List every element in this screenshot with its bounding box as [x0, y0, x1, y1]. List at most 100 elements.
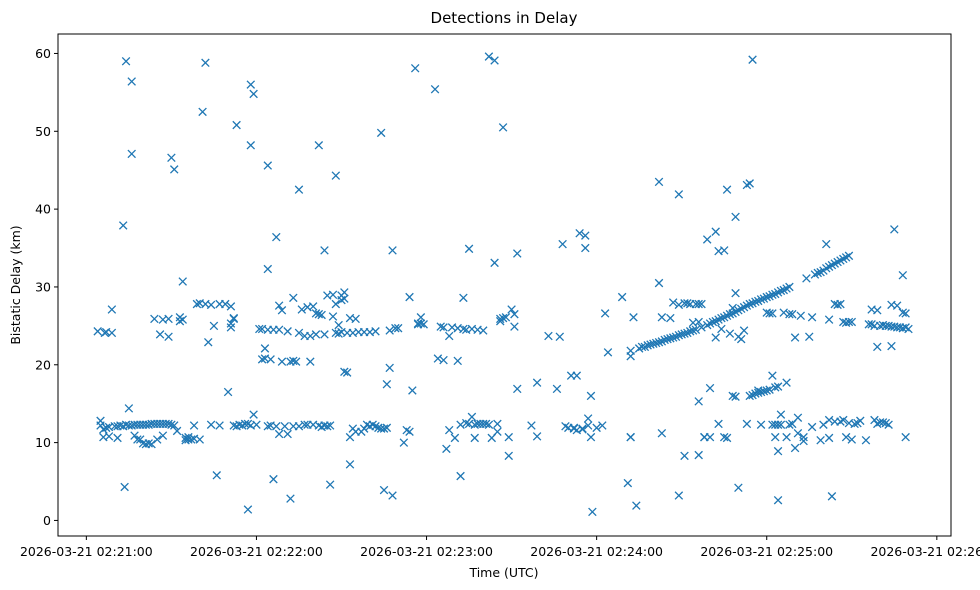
data-point [861, 436, 871, 445]
data-point [779, 308, 788, 317]
data-point [745, 391, 754, 401]
data-point [459, 293, 468, 303]
data-point [651, 338, 661, 348]
data-point [663, 334, 672, 344]
data-point [433, 354, 443, 363]
data-point [770, 383, 780, 392]
data-point [101, 423, 111, 433]
data-point [892, 301, 902, 310]
data-point [586, 432, 596, 442]
data-point [768, 309, 777, 318]
data-point [717, 324, 726, 334]
data-point [527, 421, 536, 430]
data-point [277, 357, 287, 366]
data-point [164, 314, 173, 324]
data-point [286, 494, 295, 503]
data-point [345, 460, 355, 469]
data-point [470, 433, 479, 443]
data-point [382, 423, 392, 433]
data-point [674, 300, 684, 310]
data-point [864, 320, 874, 329]
data-point [702, 235, 712, 244]
data-point [311, 330, 321, 339]
data-point [501, 313, 511, 322]
data-point [776, 410, 786, 419]
data-point [844, 251, 854, 261]
data-point [107, 328, 117, 338]
data-point [504, 451, 514, 461]
data-point [847, 435, 857, 444]
data-point [643, 341, 652, 350]
data-point [416, 313, 426, 322]
data-point [107, 305, 117, 314]
data-point [824, 415, 834, 425]
data-point [870, 415, 879, 425]
data-point [391, 323, 400, 333]
data-point [719, 246, 729, 255]
data-point [558, 239, 567, 249]
data-point [657, 313, 667, 322]
data-point [464, 244, 474, 254]
data-point [498, 313, 508, 323]
data-point [215, 421, 224, 430]
data-point [359, 424, 369, 433]
data-point [824, 433, 834, 443]
data-point [773, 446, 783, 456]
data-point [714, 419, 723, 429]
data-point [274, 429, 284, 439]
data-point [787, 309, 797, 319]
data-point [294, 328, 304, 338]
y-tick-label: 0 [43, 513, 51, 528]
data-point [272, 422, 281, 431]
data-point [765, 309, 774, 318]
data-point [691, 325, 701, 335]
data-point [229, 313, 239, 323]
data-point [844, 317, 854, 327]
x-tick-label: 2026-03-21 02:24:00 [530, 544, 663, 559]
data-point [873, 342, 882, 352]
data-point [532, 432, 542, 441]
data-point [773, 495, 783, 505]
data-point [728, 391, 737, 401]
data-point [668, 333, 678, 342]
data-point [314, 141, 324, 150]
data-point [731, 212, 740, 222]
data-point [680, 329, 689, 338]
data-point [773, 382, 783, 391]
data-point [274, 325, 284, 335]
data-point [467, 412, 477, 422]
data-point [263, 264, 273, 274]
data-point [430, 84, 440, 94]
data-point [478, 326, 488, 335]
data-point [388, 246, 397, 255]
data-point [249, 89, 258, 99]
data-point [694, 450, 703, 460]
data-point [850, 419, 859, 429]
data-point [708, 317, 718, 327]
data-point [507, 305, 516, 314]
data-point [124, 404, 134, 413]
data-point [586, 391, 596, 401]
data-point [583, 414, 593, 423]
data-point [904, 324, 913, 334]
data-point [246, 141, 256, 150]
data-point [600, 309, 610, 318]
data-point [456, 471, 465, 481]
data-point [325, 480, 335, 489]
data-point [827, 492, 837, 501]
data-point [260, 344, 270, 353]
x-axis-label: Time (UTC) [468, 565, 538, 580]
data-point [283, 327, 292, 336]
data-point [212, 471, 222, 480]
data-point [121, 56, 131, 66]
data-markers [93, 52, 913, 517]
data-point [751, 297, 760, 306]
data-point [773, 420, 783, 429]
data-point [745, 179, 754, 188]
data-point [532, 378, 542, 387]
data-point [807, 313, 817, 322]
data-point [694, 317, 703, 327]
data-point [836, 299, 845, 309]
data-point [759, 386, 769, 396]
data-point [510, 309, 519, 319]
